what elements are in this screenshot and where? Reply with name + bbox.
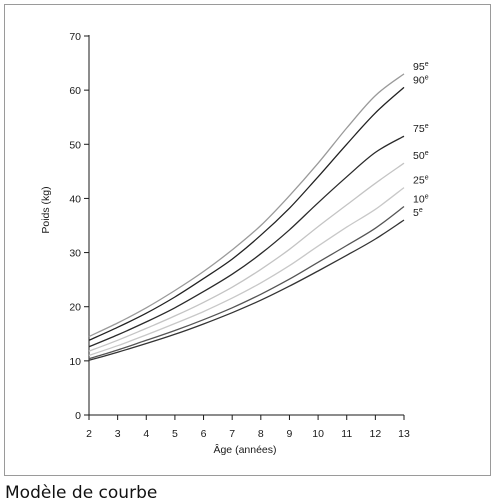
x-tick-label: 8: [258, 428, 264, 440]
x-tick-label: 9: [287, 428, 293, 440]
x-tick-label: 2: [86, 428, 92, 440]
x-tick-label: 13: [398, 428, 410, 440]
y-tick-label: 20: [69, 302, 81, 314]
series-line-p75: [88, 135, 405, 348]
y-tick-label: 30: [69, 248, 81, 260]
x-tick-label: 4: [143, 428, 149, 440]
series-line-p90: [88, 86, 405, 341]
axes: 0 10 20 30 40 50 60 70 2 3 4 5 6 7 8 9 10 11 12 13: [69, 31, 410, 440]
y-tick-label: 10: [69, 356, 81, 368]
series-line-p25: [88, 187, 405, 357]
x-tick-label: 12: [370, 428, 382, 440]
x-axis-title: Âge (années): [213, 443, 276, 456]
series-label-p5: 5e: [413, 207, 423, 219]
series-line-p5: [88, 219, 405, 361]
series-line-p50: [88, 162, 405, 352]
figure-frame: 0 10 20 30 40 50 60 70 2 3 4 5 6 7 8 9 10 11 12 13 95e 90e 75…: [4, 4, 491, 476]
series-label-p75: 75e: [413, 123, 429, 135]
x-tick-label: 6: [201, 428, 207, 440]
y-tick-label: 50: [69, 139, 81, 151]
series-label-p50: 50e: [413, 150, 429, 162]
x-tick-label: 7: [229, 428, 235, 440]
y-tick-label: 60: [69, 85, 81, 97]
x-tick-label: 5: [172, 428, 178, 440]
x-tick-label: 10: [312, 428, 324, 440]
series-line-p95: [88, 73, 405, 338]
y-tick-label: 70: [69, 31, 81, 43]
x-tick-label: 11: [341, 428, 352, 440]
series-label-p95: 95e: [413, 61, 429, 73]
series-label-p10: 10e: [413, 194, 429, 206]
figure-caption: Modèle de courbe: [5, 483, 158, 503]
x-tick-label: 3: [115, 428, 121, 440]
y-axis-title: Poids (kg): [40, 186, 52, 233]
series-label-p25: 25e: [413, 175, 429, 187]
series-label-p90: 90e: [413, 74, 429, 86]
series-line-p10: [88, 205, 405, 360]
y-tick-label: 0: [75, 410, 81, 422]
y-tick-label: 40: [69, 193, 81, 205]
series-layer: [88, 73, 405, 361]
